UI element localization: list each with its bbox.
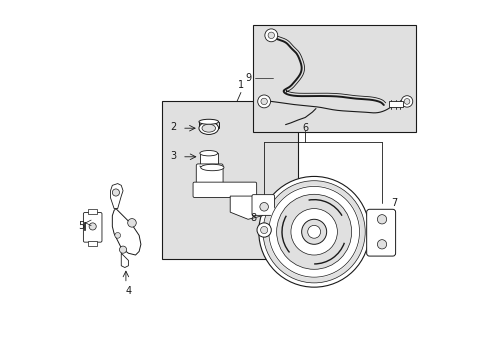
Polygon shape: [230, 196, 264, 219]
Bar: [88, 241, 97, 246]
Polygon shape: [121, 253, 128, 267]
Circle shape: [264, 29, 277, 42]
Circle shape: [301, 219, 326, 244]
Bar: [162, 102, 298, 258]
Ellipse shape: [202, 124, 215, 132]
Ellipse shape: [200, 150, 217, 156]
Text: 5: 5: [78, 221, 84, 231]
Circle shape: [259, 203, 268, 211]
Circle shape: [257, 223, 271, 237]
Circle shape: [276, 194, 351, 269]
Ellipse shape: [199, 122, 218, 134]
Ellipse shape: [201, 164, 224, 171]
Circle shape: [127, 219, 136, 227]
Polygon shape: [110, 184, 123, 208]
Polygon shape: [112, 208, 141, 255]
Circle shape: [119, 246, 126, 253]
Circle shape: [268, 186, 359, 277]
Text: 3: 3: [170, 151, 176, 161]
Text: 6: 6: [302, 123, 307, 133]
Text: 8: 8: [250, 212, 256, 222]
FancyBboxPatch shape: [251, 195, 274, 215]
Circle shape: [268, 186, 359, 277]
Bar: [253, 24, 415, 132]
Circle shape: [261, 98, 267, 105]
Bar: [388, 101, 403, 107]
Circle shape: [89, 223, 96, 230]
Circle shape: [258, 176, 369, 287]
Text: 4: 4: [125, 286, 131, 296]
Bar: [200, 153, 217, 166]
Circle shape: [404, 99, 409, 104]
Circle shape: [257, 95, 270, 108]
FancyBboxPatch shape: [366, 209, 395, 256]
Bar: [88, 209, 97, 214]
Text: 9: 9: [244, 73, 251, 83]
Circle shape: [377, 215, 386, 224]
FancyBboxPatch shape: [196, 164, 223, 187]
Ellipse shape: [199, 119, 218, 124]
FancyBboxPatch shape: [193, 182, 256, 198]
Circle shape: [263, 181, 365, 283]
Circle shape: [112, 189, 119, 196]
Circle shape: [267, 32, 274, 39]
Text: 1: 1: [237, 80, 244, 90]
Circle shape: [260, 226, 267, 234]
FancyBboxPatch shape: [83, 212, 102, 242]
Circle shape: [401, 96, 412, 107]
Circle shape: [290, 208, 337, 255]
Text: 2: 2: [170, 122, 176, 132]
Circle shape: [377, 240, 386, 249]
Text: 7: 7: [390, 198, 397, 208]
Circle shape: [307, 225, 320, 238]
Circle shape: [115, 233, 121, 238]
